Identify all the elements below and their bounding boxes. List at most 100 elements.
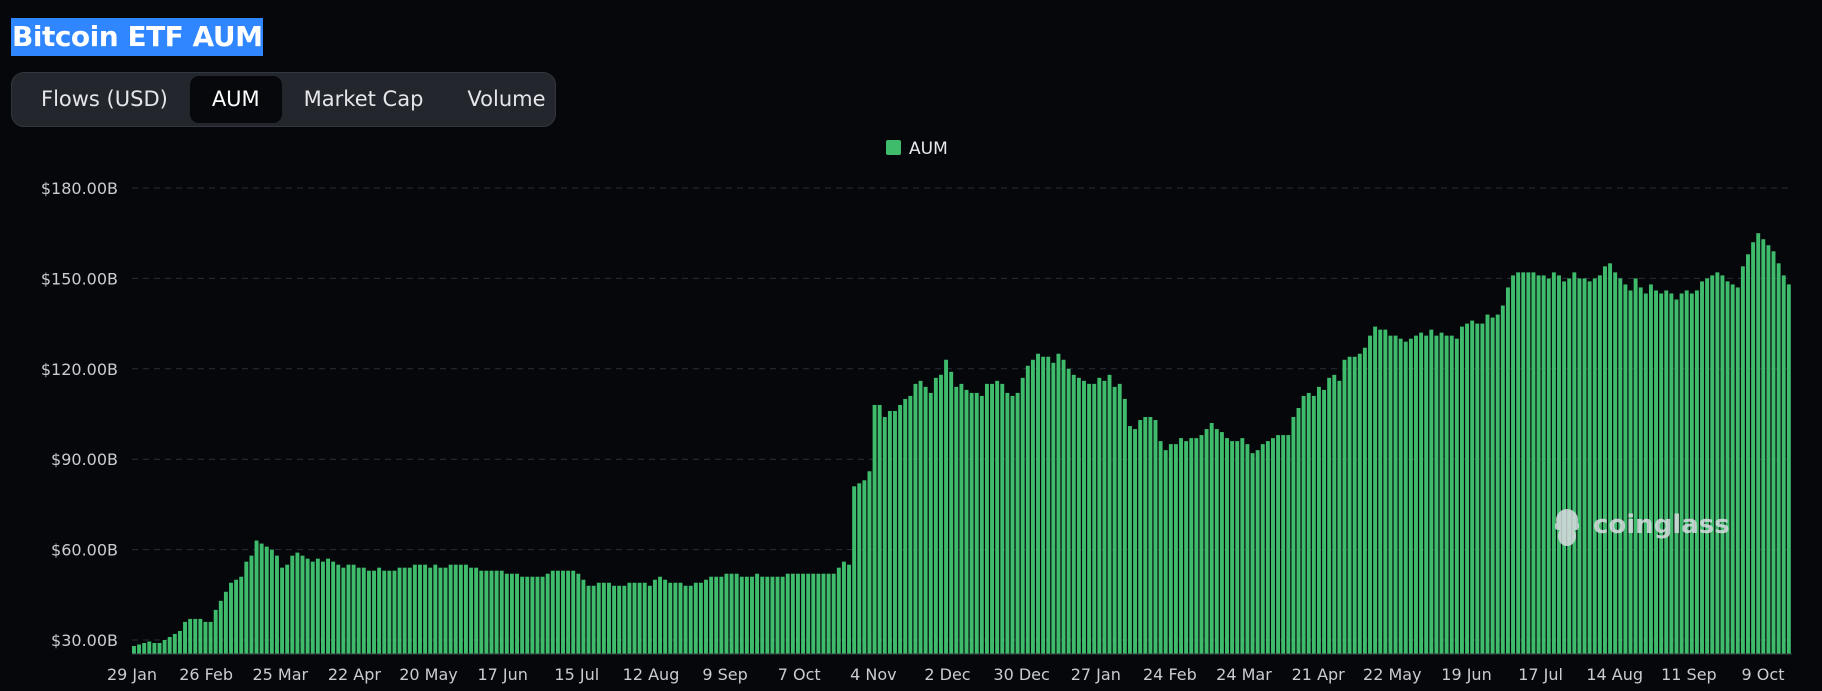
- aum-bar: [1705, 278, 1710, 654]
- tab-aum[interactable]: AUM: [189, 76, 282, 123]
- watermark-text: coinglass: [1593, 510, 1730, 540]
- aum-bar: [1786, 284, 1791, 654]
- aum-bar: [213, 609, 218, 654]
- aum-bar: [1710, 275, 1715, 654]
- aum-bar: [341, 567, 346, 654]
- aum-bar: [750, 576, 754, 654]
- x-tick-label: 14 Aug: [1586, 665, 1643, 684]
- aum-bar: [1173, 444, 1178, 654]
- aum-bar: [438, 567, 443, 654]
- aum-bar: [1337, 380, 1342, 654]
- tab-market-cap[interactable]: Market Cap: [303, 87, 424, 111]
- aum-bar: [617, 585, 622, 654]
- aum-chart: AUM $30.00B $60.00B $90.00B $120.00B $150.00…: [41, 139, 1792, 684]
- coinglass-logo-icon: [1555, 509, 1579, 546]
- x-tick-label: 9 Oct: [1742, 665, 1785, 684]
- aum-bar: [218, 600, 223, 654]
- aum-bar: [1776, 263, 1781, 654]
- aum-bar: [990, 383, 994, 654]
- aum-bar: [285, 564, 290, 654]
- aum-bar: [1301, 395, 1306, 654]
- x-tick-label: 29 Jan: [107, 665, 157, 684]
- aum-bar: [479, 570, 484, 654]
- aum-bar: [974, 392, 979, 654]
- chart-legend[interactable]: AUM: [886, 139, 948, 159]
- aum-bar: [1138, 420, 1143, 654]
- aum-bar: [969, 392, 974, 654]
- aum-bar: [198, 618, 203, 654]
- aum-bar: [1521, 272, 1526, 654]
- aum-bar: [1424, 335, 1429, 654]
- aum-bar: [1373, 326, 1378, 654]
- aum-bar: [1408, 338, 1413, 654]
- aum-bar: [132, 646, 136, 654]
- aum-bar: [1648, 284, 1653, 654]
- aum-bar: [361, 567, 366, 654]
- aum-bar: [1700, 281, 1704, 654]
- aum-bar: [683, 585, 688, 654]
- aum-bar: [1674, 299, 1679, 654]
- aum-bar: [1613, 272, 1618, 654]
- aum-bar: [1168, 444, 1173, 654]
- x-axis: 29 Jan 26 Feb 25 Mar 22 Apr 20 May 17 Jun 15 J…: [107, 653, 1792, 684]
- aum-bar: [407, 567, 412, 654]
- y-tick-label: $120.00B: [41, 360, 118, 379]
- aum-bar: [1429, 329, 1434, 654]
- aum-bar: [1434, 335, 1439, 654]
- aum-bar: [867, 471, 872, 654]
- aum-bar: [688, 585, 693, 654]
- x-tick-label: 2 Dec: [924, 665, 970, 684]
- aum-bar: [596, 582, 601, 654]
- aum-bar: [1051, 362, 1056, 654]
- aum-bar: [1541, 275, 1546, 654]
- aum-bar: [1076, 377, 1081, 654]
- aum-bar: [1684, 290, 1689, 654]
- aum-bar: [1082, 380, 1086, 654]
- aum-bar: [162, 640, 167, 654]
- aum-bar: [1557, 275, 1561, 654]
- aum-bar: [469, 567, 474, 654]
- aum-bar: [724, 573, 729, 654]
- aum-bar: [275, 555, 279, 654]
- aum-bar: [147, 641, 152, 654]
- aum-bar: [484, 570, 489, 654]
- aum-bar: [995, 380, 1000, 654]
- aum-bar: [1204, 429, 1209, 654]
- aum-bar: [1112, 386, 1117, 654]
- aum-bar: [1592, 278, 1597, 654]
- aum-bar: [1669, 293, 1674, 654]
- aum-bar: [412, 564, 417, 654]
- aum-bar: [545, 573, 550, 654]
- aum-bar: [1735, 287, 1740, 654]
- aum-bar: [264, 546, 269, 654]
- aum-bar: [1071, 374, 1076, 654]
- aum-bar: [607, 582, 611, 654]
- aum-bar: [913, 383, 918, 654]
- aum-bar: [300, 555, 305, 654]
- aum-bar: [1460, 326, 1464, 654]
- aum-bar: [821, 573, 826, 654]
- aum-bar: [366, 570, 371, 654]
- tab-volume[interactable]: Volume: [467, 87, 546, 111]
- page-title: Bitcoin ETF AUM: [11, 18, 264, 56]
- aum-bar: [1368, 335, 1372, 654]
- aum-bar: [1536, 275, 1541, 654]
- aum-bar: [887, 410, 892, 654]
- tab-flows[interactable]: Flows (USD): [41, 87, 168, 111]
- aum-bar: [1015, 392, 1020, 654]
- aum-bar: [331, 561, 336, 654]
- aum-bar: [647, 585, 652, 654]
- aum-bar: [882, 417, 887, 654]
- aum-bar: [857, 483, 862, 654]
- aum-bar: [1230, 441, 1235, 654]
- aum-bar: [714, 576, 719, 654]
- aum-bar: [719, 576, 724, 654]
- aum-bar: [1184, 441, 1189, 654]
- aum-bar: [1225, 438, 1229, 654]
- aum-bar: [944, 359, 949, 654]
- aum-bar: [591, 585, 596, 654]
- aum-bar: [223, 591, 228, 654]
- aum-bar: [601, 582, 606, 654]
- aum-bar: [1495, 314, 1500, 654]
- aum-bar: [1352, 356, 1357, 654]
